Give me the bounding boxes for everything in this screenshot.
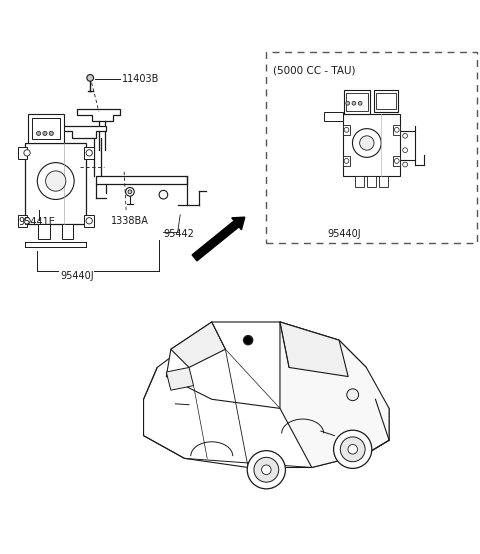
Circle shape (87, 75, 94, 81)
Circle shape (24, 218, 30, 224)
Bar (343, 125, 350, 135)
Bar (393, 125, 400, 135)
Circle shape (334, 430, 372, 468)
Bar (343, 114, 400, 177)
Circle shape (159, 191, 168, 199)
Circle shape (395, 127, 399, 132)
Bar (376, 93, 396, 110)
Polygon shape (280, 322, 348, 377)
Polygon shape (63, 126, 106, 138)
Circle shape (49, 131, 53, 136)
Circle shape (126, 187, 134, 196)
Circle shape (403, 162, 408, 167)
Text: 1338BA: 1338BA (111, 216, 149, 226)
Text: 95441E: 95441E (18, 217, 55, 227)
Text: 95440J: 95440J (60, 271, 94, 281)
Bar (344, 90, 370, 114)
Circle shape (352, 101, 356, 105)
Circle shape (346, 101, 349, 105)
Polygon shape (166, 322, 366, 408)
Bar (393, 156, 400, 166)
Circle shape (36, 131, 41, 136)
Bar (84, 215, 94, 227)
Bar (379, 177, 388, 187)
Text: 95442: 95442 (163, 229, 194, 239)
Circle shape (86, 150, 92, 156)
Bar (18, 215, 27, 227)
Bar (28, 114, 64, 143)
Circle shape (24, 150, 30, 156)
Text: 11403B: 11403B (122, 74, 159, 84)
Circle shape (46, 171, 66, 191)
Polygon shape (171, 322, 226, 367)
Polygon shape (77, 110, 120, 121)
Circle shape (43, 131, 47, 136)
Circle shape (347, 389, 359, 401)
Circle shape (243, 336, 252, 345)
Circle shape (395, 158, 399, 163)
Circle shape (348, 444, 358, 454)
Circle shape (128, 190, 132, 194)
Circle shape (340, 437, 365, 461)
Text: (5000 CC - TAU): (5000 CC - TAU) (273, 65, 355, 75)
Bar (96, 177, 187, 184)
Bar (367, 177, 376, 187)
Bar (266, 52, 477, 244)
Bar (38, 224, 50, 239)
Circle shape (262, 465, 271, 475)
Circle shape (403, 148, 408, 152)
FancyArrow shape (192, 217, 245, 261)
Circle shape (358, 101, 362, 105)
Bar (346, 93, 368, 111)
Circle shape (403, 134, 408, 138)
Text: 95440J: 95440J (327, 229, 361, 239)
Circle shape (247, 450, 286, 489)
Bar (84, 147, 94, 158)
Circle shape (344, 158, 349, 163)
Polygon shape (144, 349, 389, 468)
Circle shape (352, 129, 381, 157)
Circle shape (344, 127, 349, 132)
Polygon shape (324, 112, 343, 121)
Circle shape (254, 458, 279, 482)
Bar (32, 118, 60, 138)
Bar (18, 147, 27, 158)
Bar (374, 90, 398, 112)
Bar (355, 177, 364, 187)
Circle shape (360, 136, 374, 150)
Bar (25, 143, 86, 224)
Circle shape (37, 163, 74, 199)
Circle shape (86, 218, 92, 224)
Bar (61, 224, 73, 239)
Polygon shape (166, 367, 193, 390)
Polygon shape (280, 322, 389, 468)
Bar (343, 156, 350, 166)
